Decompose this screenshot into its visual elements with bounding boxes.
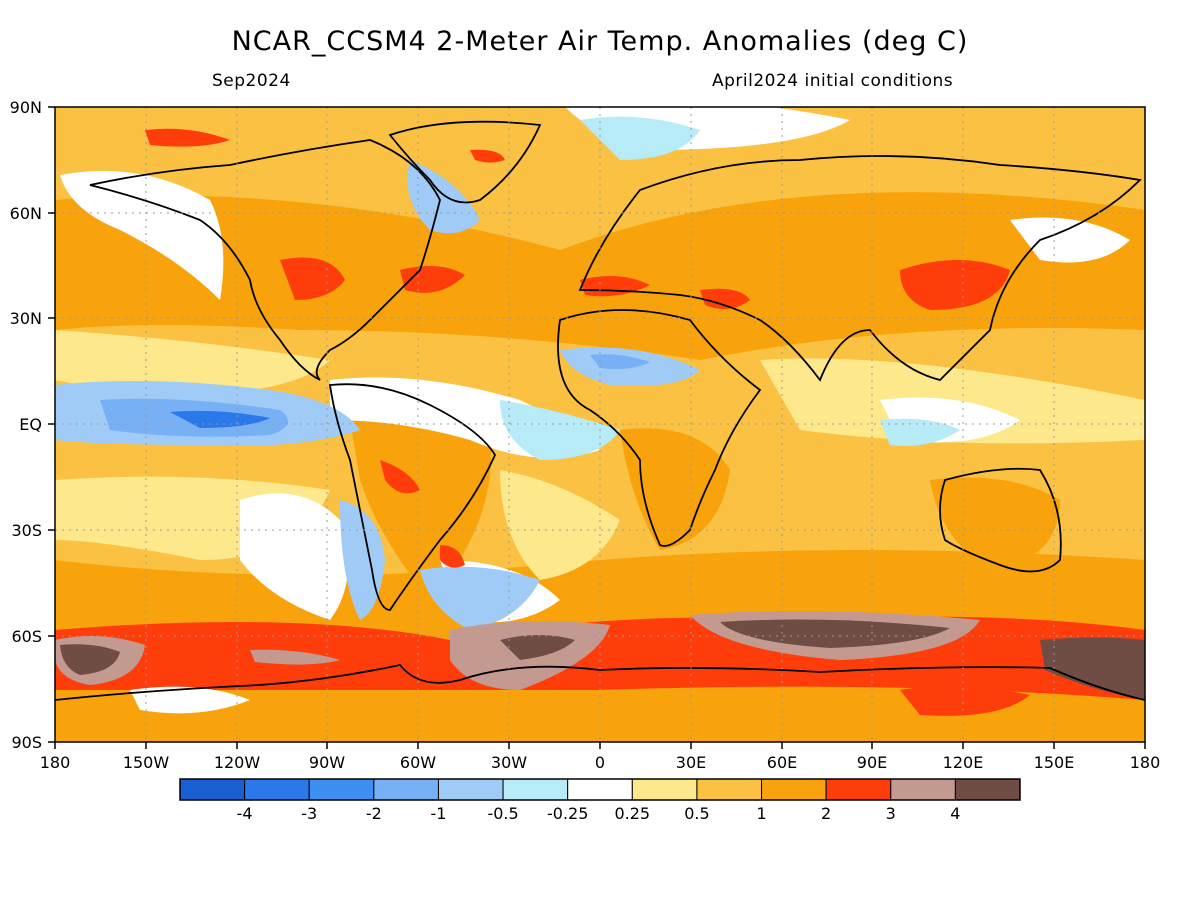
lat-label: 90S xyxy=(11,733,42,752)
colorbar-label: -1 xyxy=(430,804,446,823)
anomaly-field xyxy=(55,107,1145,742)
colorbar-label: 1 xyxy=(756,804,766,823)
colorbar-swatch xyxy=(373,778,439,801)
colorbar-label: 4 xyxy=(950,804,960,823)
colorbar-label: -3 xyxy=(301,804,317,823)
colorbar-label: -4 xyxy=(237,804,253,823)
lon-label: 60E xyxy=(767,753,797,772)
valid-month-label: Sep2024 xyxy=(212,71,291,91)
graticule xyxy=(55,107,1145,742)
colorbar-labels: -4 -3 -2 -1 -0.5 -0.25 0.25 0.5 1 2 3 4 xyxy=(237,804,961,823)
lat-label: 90N xyxy=(10,98,42,117)
lon-label: 120W xyxy=(214,753,261,772)
lon-label: 150E xyxy=(1034,753,1075,772)
initial-conditions-label: April2024 initial conditions xyxy=(712,71,954,91)
colorbar-swatch xyxy=(890,778,956,801)
lat-label: EQ xyxy=(19,415,42,434)
colorbar xyxy=(179,778,1021,801)
colorbar-swatch xyxy=(567,778,633,801)
lon-label: 30W xyxy=(491,753,527,772)
colorbar-swatch xyxy=(954,778,1021,801)
colorbar-swatch xyxy=(437,778,504,801)
lon-label: 180 xyxy=(40,753,71,772)
map-title: NCAR_CCSM4 2-Meter Air Temp. Anomalies (… xyxy=(231,26,969,57)
colorbar-label: 2 xyxy=(821,804,831,823)
axis-ticks xyxy=(48,106,1146,749)
longitude-labels: 180 150W 120W 90W 60W 30W 0 30E 60E 90E … xyxy=(40,753,1161,772)
colorbar-label: 3 xyxy=(886,804,896,823)
colorbar-swatch xyxy=(696,778,763,801)
colorbar-label: -0.5 xyxy=(487,804,518,823)
lon-label: 90E xyxy=(857,753,887,772)
colorbar-swatch xyxy=(179,778,246,801)
lon-label: 180 xyxy=(1130,753,1161,772)
colorbar-frame xyxy=(179,778,1021,801)
colorbar-label: -2 xyxy=(366,804,382,823)
lat-label: 30N xyxy=(10,309,42,328)
lon-label: 90W xyxy=(309,753,345,772)
colorbar-label: 0.25 xyxy=(614,804,650,823)
latitude-labels: 90N 60N 30N EQ 30S 60S 90S xyxy=(10,98,42,752)
colorbar-swatch xyxy=(631,778,698,801)
colorbar-label: -0.25 xyxy=(547,804,588,823)
colorbar-label: 0.5 xyxy=(684,804,709,823)
colorbar-swatch xyxy=(308,778,375,801)
coastlines xyxy=(55,120,1145,701)
lon-label: 60W xyxy=(400,753,436,772)
colorbar-swatch xyxy=(244,778,310,801)
lat-label: 30S xyxy=(11,521,42,540)
lat-label: 60N xyxy=(10,204,42,223)
colorbar-swatch xyxy=(761,778,827,801)
lat-label: 60S xyxy=(11,627,42,646)
lon-label: 150W xyxy=(123,753,170,772)
lon-label: 30E xyxy=(676,753,706,772)
colorbar-swatch xyxy=(502,778,569,801)
colorbar-swatch xyxy=(825,778,892,801)
lon-label: 120E xyxy=(943,753,984,772)
lon-label: 0 xyxy=(595,753,605,772)
